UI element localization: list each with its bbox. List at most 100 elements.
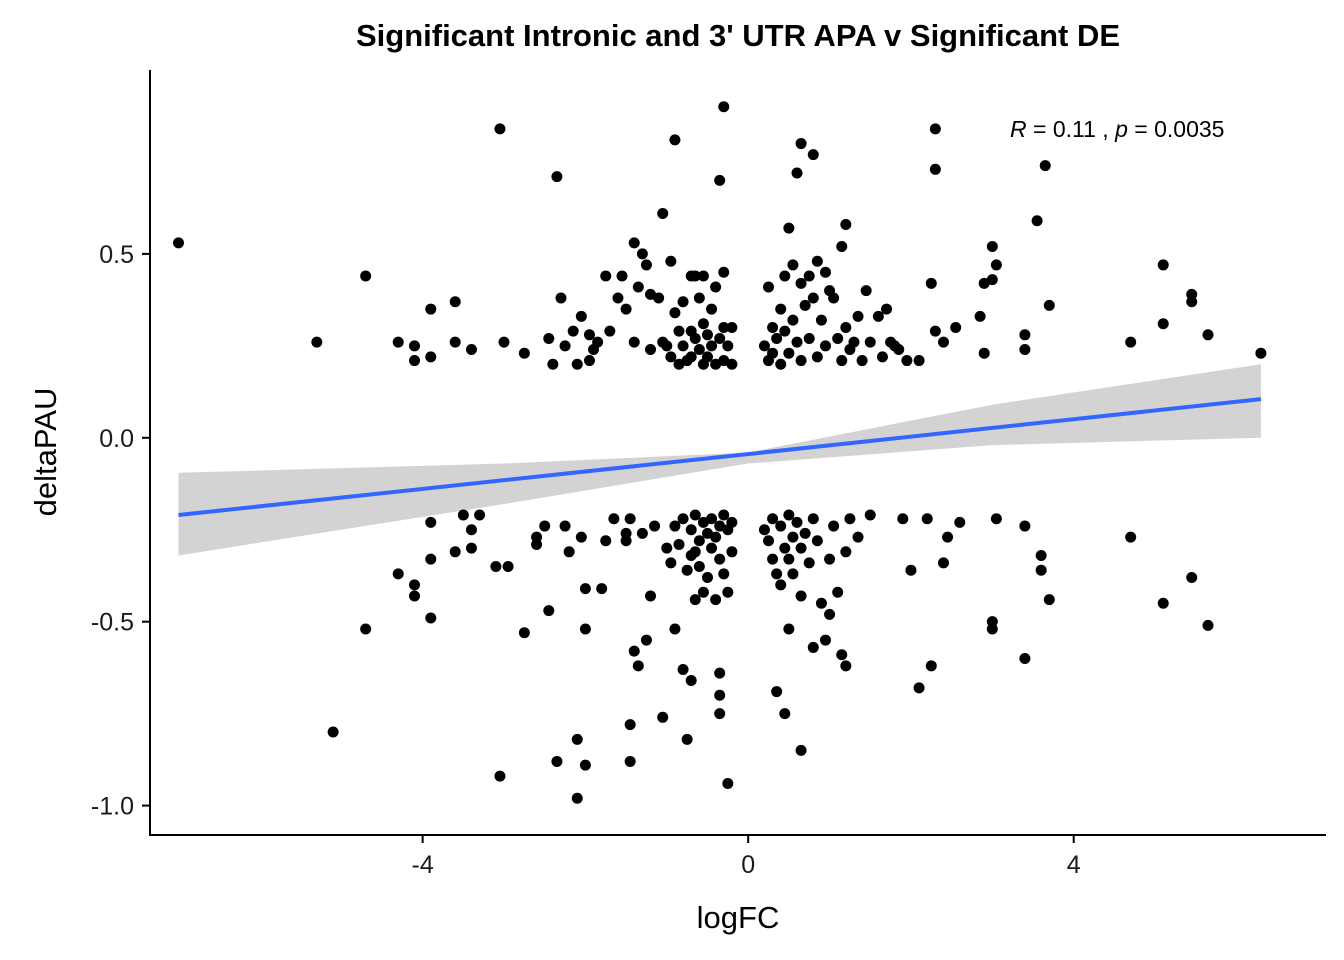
data-point <box>852 531 864 543</box>
data-point <box>408 590 420 602</box>
data-point <box>624 513 636 525</box>
data-point <box>677 663 689 675</box>
data-point <box>518 627 530 639</box>
data-point <box>579 623 591 635</box>
data-point <box>803 270 815 282</box>
data-point <box>551 755 563 767</box>
data-point <box>771 332 783 344</box>
data-point <box>392 336 404 348</box>
points-layer <box>172 101 1267 804</box>
data-point <box>844 513 856 525</box>
x-tick-label: -4 <box>412 851 434 879</box>
data-point <box>986 241 998 253</box>
data-point <box>787 568 799 580</box>
data-point <box>669 520 681 532</box>
data-point <box>311 336 323 348</box>
data-point <box>645 344 657 356</box>
data-point <box>425 303 437 315</box>
data-point <box>620 303 632 315</box>
data-point <box>819 266 831 278</box>
data-point <box>689 546 701 558</box>
data-point <box>714 332 726 344</box>
data-point <box>697 318 709 330</box>
data-point <box>787 531 799 543</box>
data-point <box>693 292 705 304</box>
data-point <box>449 546 461 558</box>
data-point <box>710 531 722 543</box>
data-point <box>779 325 791 337</box>
data-point <box>669 307 681 319</box>
data-point <box>767 321 779 333</box>
data-point <box>571 733 583 745</box>
data-point <box>937 557 949 569</box>
data-point <box>726 358 738 370</box>
data-point <box>819 634 831 646</box>
data-point <box>881 303 893 315</box>
data-point <box>840 546 852 558</box>
data-point <box>824 608 836 620</box>
data-point <box>783 222 795 234</box>
data-point <box>1157 259 1169 271</box>
data-point <box>657 711 669 723</box>
data-point <box>893 344 905 356</box>
data-point <box>571 358 583 370</box>
data-point <box>718 509 730 521</box>
data-point <box>811 535 823 547</box>
data-point <box>758 524 770 536</box>
data-point <box>783 623 795 635</box>
data-point <box>689 594 701 606</box>
data-point <box>494 123 506 135</box>
data-point <box>392 568 404 580</box>
data-point <box>701 572 713 584</box>
data-point <box>697 270 709 282</box>
data-point <box>465 524 477 536</box>
data-point <box>795 355 807 367</box>
data-point <box>1019 520 1031 532</box>
data-point <box>1255 347 1267 359</box>
annotation-separator: , <box>1096 116 1115 142</box>
data-point <box>828 292 840 304</box>
data-point <box>1186 296 1198 308</box>
x-axis-title: logFC <box>697 900 780 935</box>
data-point <box>726 546 738 558</box>
data-point <box>673 538 685 550</box>
data-point <box>929 325 941 337</box>
data-point <box>575 310 587 322</box>
data-point <box>824 553 836 565</box>
data-point <box>840 218 852 230</box>
data-point <box>677 340 689 352</box>
y-tick-label: 0.5 <box>99 241 134 269</box>
data-point <box>783 553 795 565</box>
ticks-layer: -4 0 4 0.5 0.0 -0.5 -1.0 <box>91 241 1081 879</box>
data-point <box>864 509 876 521</box>
data-point <box>559 340 571 352</box>
data-point <box>714 553 726 565</box>
data-point <box>771 686 783 698</box>
chart-title: Significant Intronic and 3' UTR APA v Si… <box>355 18 1121 53</box>
data-point <box>807 149 819 161</box>
confidence-band <box>178 364 1261 556</box>
data-point <box>327 726 339 738</box>
data-point <box>799 527 811 539</box>
data-point <box>771 568 783 580</box>
data-point <box>632 281 644 293</box>
data-point <box>795 277 807 289</box>
data-point <box>579 583 591 595</box>
data-point <box>779 708 791 720</box>
data-point <box>840 660 852 672</box>
data-point <box>791 516 803 528</box>
data-point <box>714 689 726 701</box>
data-point <box>669 134 681 146</box>
data-point <box>677 513 689 525</box>
data-point <box>681 564 693 576</box>
data-point <box>640 259 652 271</box>
data-point <box>657 207 669 219</box>
data-point <box>689 270 701 282</box>
data-point <box>677 296 689 308</box>
data-point <box>722 340 734 352</box>
data-point <box>718 321 730 333</box>
data-point <box>408 579 420 591</box>
data-point <box>925 660 937 672</box>
data-point <box>815 314 827 326</box>
data-point <box>604 325 616 337</box>
